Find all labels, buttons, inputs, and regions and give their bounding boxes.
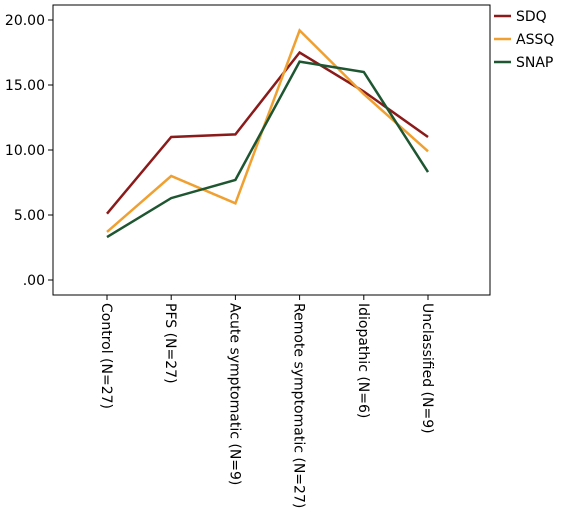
y-axis: .00 5.00 10.00 15.00 20.00	[5, 13, 53, 289]
x-category-label: Idiopathic (N=6)	[355, 303, 371, 418]
x-category-label: Unclassified (N=9)	[419, 303, 435, 434]
series-lines	[106, 28, 430, 239]
series-line-snap	[106, 60, 430, 239]
y-tick-label: 15.00	[5, 78, 45, 94]
x-category-label: Acute symptomatic (N=9)	[226, 303, 242, 485]
legend-label: SDQ	[516, 9, 547, 25]
legend-label: ASSQ	[516, 32, 554, 48]
series-line-sdq	[106, 50, 429, 215]
x-category-label: Remote symptomatic (N=27)	[291, 303, 307, 508]
y-tick-label: 20.00	[5, 13, 45, 29]
y-tick-label: 5.00	[14, 208, 45, 224]
x-axis: Control (N=27) PFS (N=27) Acute symptomati…	[98, 295, 435, 508]
legend: SDQ ASSQ SNAP	[494, 9, 554, 71]
x-category-label: Control (N=27)	[98, 303, 114, 409]
legend-label: SNAP	[516, 55, 553, 71]
plot-area	[52, 4, 491, 296]
x-category-label: PFS (N=27)	[162, 303, 178, 384]
y-tick-label: 10.00	[5, 143, 45, 159]
y-tick-label: .00	[23, 273, 45, 289]
series-line-assq	[106, 28, 429, 233]
